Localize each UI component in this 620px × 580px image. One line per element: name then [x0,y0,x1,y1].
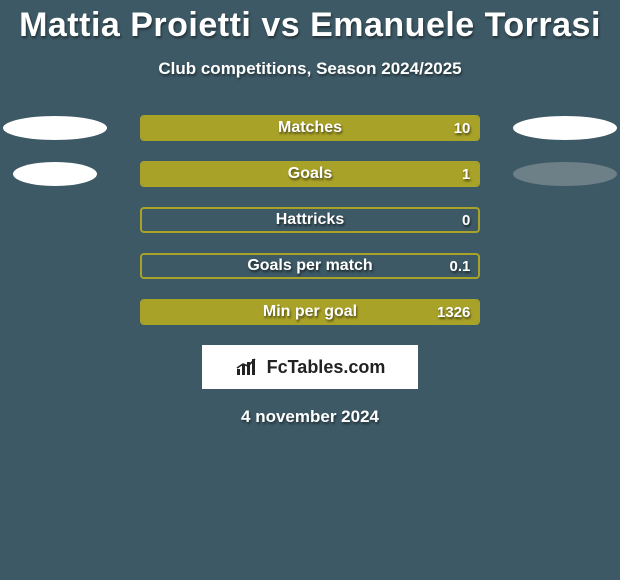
stat-row: Min per goal1326 [0,299,620,325]
badge-text: FcTables.com [267,357,386,378]
page-title: Mattia Proietti vs Emanuele Torrasi [0,0,620,45]
stat-value: 1326 [437,301,470,323]
stat-label: Goals per match [142,255,479,277]
stat-label: Goals [142,163,479,185]
stat-label: Matches [142,117,479,139]
stat-value: 0 [462,209,470,231]
left-chip-slot [0,116,110,140]
chart-icon [235,357,261,377]
stat-value: 0.1 [450,255,471,277]
stat-row: Goals per match0.1 [0,253,620,279]
stat-value: 1 [462,163,470,185]
stat-bar: Hattricks0 [140,207,481,233]
left-chip [13,162,97,186]
page-subtitle: Club competitions, Season 2024/2025 [0,59,620,79]
stat-bar: Min per goal1326 [140,299,481,325]
stat-bar: Goals per match0.1 [140,253,481,279]
stat-row: Matches10 [0,115,620,141]
stat-label: Min per goal [142,301,479,323]
right-chip [513,116,617,140]
stat-row: Hattricks0 [0,207,620,233]
right-chip-slot [510,116,620,140]
site-badge: FcTables.com [202,345,418,389]
stats-rows: Matches10Goals1Hattricks0Goals per match… [0,115,620,325]
stat-label: Hattricks [142,209,479,231]
stat-bar: Matches10 [140,115,481,141]
stat-value: 10 [454,117,471,139]
date-label: 4 november 2024 [0,407,620,427]
stat-bar: Goals1 [140,161,481,187]
stat-row: Goals1 [0,161,620,187]
right-chip-slot [510,162,620,186]
left-chip [3,116,107,140]
right-chip [513,162,617,186]
left-chip-slot [0,162,110,186]
